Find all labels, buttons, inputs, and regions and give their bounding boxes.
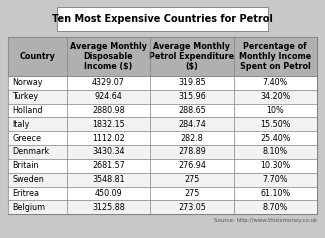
Text: 25.40%: 25.40% bbox=[260, 134, 291, 143]
Bar bbox=[8, 37, 67, 76]
Text: 450.09: 450.09 bbox=[95, 189, 122, 198]
Text: Source: http://www.thisismoney.co.uk: Source: http://www.thisismoney.co.uk bbox=[214, 218, 317, 223]
Text: 8.10%: 8.10% bbox=[263, 148, 288, 156]
Text: Ten Most Expensive Countries for Petrol: Ten Most Expensive Countries for Petrol bbox=[52, 14, 273, 24]
Text: 15.50%: 15.50% bbox=[260, 120, 291, 129]
Text: 275: 275 bbox=[184, 189, 200, 198]
Text: 1112.02: 1112.02 bbox=[92, 134, 125, 143]
Bar bbox=[67, 117, 150, 131]
Bar bbox=[233, 159, 317, 173]
Bar bbox=[8, 145, 67, 159]
Bar bbox=[67, 37, 150, 76]
Text: Average Monthly
Petrol Expenditure
($): Average Monthly Petrol Expenditure ($) bbox=[149, 42, 234, 71]
Bar bbox=[8, 104, 67, 117]
Bar bbox=[67, 173, 150, 187]
Bar bbox=[8, 117, 67, 131]
Text: Average Monthly
Disposable
Income ($): Average Monthly Disposable Income ($) bbox=[70, 42, 147, 71]
Text: Britain: Britain bbox=[12, 161, 39, 170]
Bar bbox=[8, 187, 67, 200]
Text: 61.10%: 61.10% bbox=[260, 189, 290, 198]
Text: 10%: 10% bbox=[266, 106, 284, 115]
Bar bbox=[233, 117, 317, 131]
Text: Eritrea: Eritrea bbox=[12, 189, 39, 198]
Bar bbox=[150, 145, 233, 159]
Text: 924.64: 924.64 bbox=[95, 92, 122, 101]
Bar bbox=[67, 131, 150, 145]
Bar bbox=[233, 173, 317, 187]
Bar bbox=[67, 76, 150, 90]
Text: 319.85: 319.85 bbox=[178, 78, 206, 87]
Bar bbox=[150, 187, 233, 200]
Bar bbox=[233, 200, 317, 214]
Text: 3125.88: 3125.88 bbox=[92, 203, 125, 212]
Bar bbox=[67, 104, 150, 117]
Text: 284.74: 284.74 bbox=[178, 120, 206, 129]
Bar bbox=[67, 145, 150, 159]
Bar bbox=[150, 37, 233, 76]
Text: 1832.15: 1832.15 bbox=[92, 120, 125, 129]
Text: 288.65: 288.65 bbox=[178, 106, 206, 115]
Text: Belgium: Belgium bbox=[12, 203, 45, 212]
Text: 34.20%: 34.20% bbox=[260, 92, 290, 101]
Text: 8.70%: 8.70% bbox=[263, 203, 288, 212]
Text: 273.05: 273.05 bbox=[178, 203, 206, 212]
Bar bbox=[150, 159, 233, 173]
Text: Holland: Holland bbox=[12, 106, 43, 115]
Bar bbox=[233, 145, 317, 159]
Bar bbox=[67, 90, 150, 104]
Bar bbox=[8, 173, 67, 187]
Text: 278.89: 278.89 bbox=[178, 148, 206, 156]
Bar bbox=[150, 76, 233, 90]
Bar bbox=[233, 76, 317, 90]
Bar bbox=[150, 90, 233, 104]
Bar bbox=[233, 37, 317, 76]
Bar bbox=[8, 37, 317, 214]
Bar bbox=[150, 200, 233, 214]
Bar bbox=[150, 173, 233, 187]
Text: Greece: Greece bbox=[12, 134, 41, 143]
Bar bbox=[8, 90, 67, 104]
Bar bbox=[8, 159, 67, 173]
Text: 282.8: 282.8 bbox=[180, 134, 203, 143]
Text: 4329.07: 4329.07 bbox=[92, 78, 125, 87]
Bar bbox=[233, 90, 317, 104]
Text: Sweden: Sweden bbox=[12, 175, 44, 184]
Bar bbox=[233, 187, 317, 200]
Bar bbox=[67, 200, 150, 214]
Text: 3548.81: 3548.81 bbox=[92, 175, 125, 184]
Text: Denmark: Denmark bbox=[12, 148, 49, 156]
Bar bbox=[233, 104, 317, 117]
Text: 7.70%: 7.70% bbox=[263, 175, 288, 184]
FancyBboxPatch shape bbox=[57, 7, 268, 31]
Text: Percentage of
Monthly Income
Spent on Petrol: Percentage of Monthly Income Spent on Pe… bbox=[239, 42, 311, 71]
Bar bbox=[150, 104, 233, 117]
Text: 275: 275 bbox=[184, 175, 200, 184]
Text: Italy: Italy bbox=[12, 120, 29, 129]
Bar bbox=[67, 159, 150, 173]
Bar bbox=[8, 76, 67, 90]
Bar bbox=[150, 131, 233, 145]
Bar bbox=[8, 200, 67, 214]
Text: Country: Country bbox=[20, 52, 55, 61]
Text: Turkey: Turkey bbox=[12, 92, 38, 101]
Text: 3430.34: 3430.34 bbox=[92, 148, 125, 156]
Bar bbox=[233, 131, 317, 145]
Bar bbox=[8, 131, 67, 145]
Text: 276.94: 276.94 bbox=[178, 161, 206, 170]
Bar bbox=[150, 117, 233, 131]
Text: 2880.98: 2880.98 bbox=[92, 106, 125, 115]
Bar bbox=[67, 187, 150, 200]
Text: 10.30%: 10.30% bbox=[260, 161, 290, 170]
Text: 7.40%: 7.40% bbox=[263, 78, 288, 87]
Text: 2681.57: 2681.57 bbox=[92, 161, 125, 170]
Text: Norway: Norway bbox=[12, 78, 43, 87]
Text: 315.96: 315.96 bbox=[178, 92, 206, 101]
